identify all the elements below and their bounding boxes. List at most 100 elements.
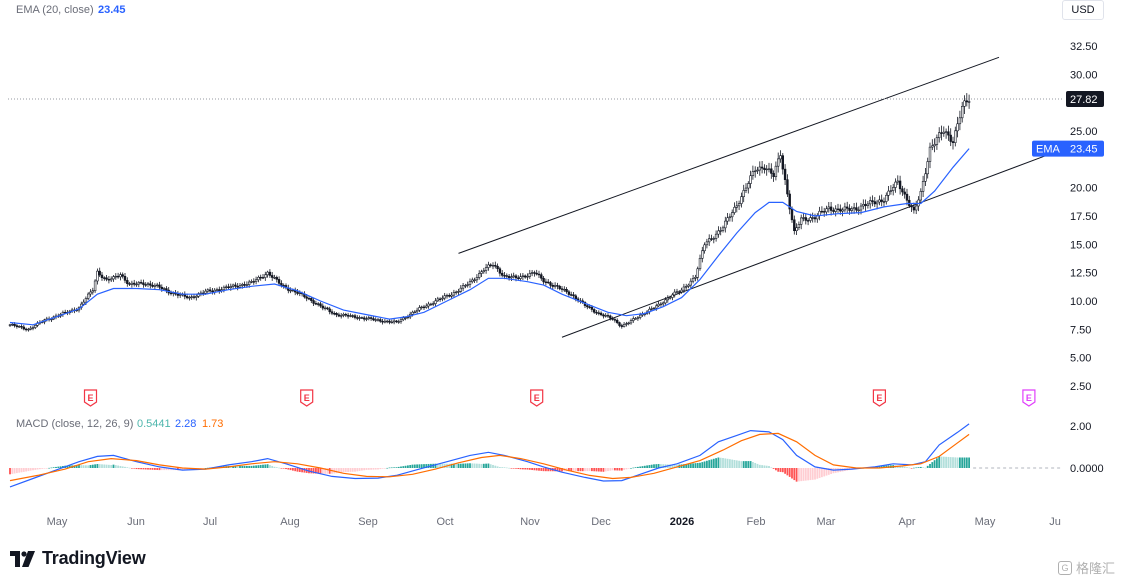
candle-body — [268, 271, 272, 276]
earnings-marker[interactable]: E — [300, 389, 314, 407]
histogram-bar — [906, 467, 908, 468]
candle-body — [954, 130, 957, 143]
ema-legend-label: EMA (20, close) — [16, 4, 94, 16]
histogram-bar — [411, 464, 414, 468]
candle-body — [261, 277, 265, 279]
histogram-bar — [377, 468, 379, 470]
histogram-bar — [404, 465, 407, 468]
time-axis[interactable]: May Jun Jul Aug Sep Oct Nov Dec 2026 Feb Mar Apr May… — [47, 516, 1061, 528]
candle-body — [965, 100, 969, 103]
candle-body — [905, 193, 909, 201]
histogram-bar — [940, 456, 943, 468]
tradingview-logo[interactable]: TradingView — [10, 548, 146, 569]
histogram-bar — [660, 464, 662, 468]
candle-body — [604, 315, 607, 317]
time-tick-label: Sep — [358, 516, 378, 528]
dividend-marker[interactable]: E — [1022, 389, 1036, 407]
histogram-bar — [476, 463, 478, 468]
histogram-bar — [317, 468, 320, 474]
price-axis[interactable]: 32.50 30.00 25.00 20.00 17.50 15.00 12.50 10.00… — [1070, 41, 1098, 393]
candle-body — [903, 191, 906, 195]
histogram-bar — [689, 463, 692, 468]
histogram-bar — [717, 457, 720, 468]
histogram-bar — [466, 463, 469, 468]
candle-body — [730, 212, 734, 218]
time-tick-label: May — [975, 516, 996, 528]
candle-body — [737, 203, 741, 207]
candle-body — [724, 220, 727, 229]
candle-body — [179, 294, 182, 296]
time-tick-label: Mar — [817, 516, 836, 528]
candle-body — [477, 273, 481, 278]
histogram-bar — [443, 463, 446, 468]
histogram-bar — [41, 468, 44, 469]
candle-body — [91, 290, 95, 293]
candle-body — [310, 298, 313, 301]
histogram-bar — [91, 464, 94, 468]
candle-body — [758, 166, 762, 171]
histogram-bar — [349, 468, 352, 472]
candle-body — [11, 323, 14, 326]
candle-body — [629, 320, 633, 324]
candle-body — [841, 209, 844, 212]
candle-body — [139, 282, 143, 284]
histogram-bar — [570, 468, 573, 472]
histogram-bar — [620, 468, 623, 471]
candle-body — [549, 282, 552, 286]
candle-body — [126, 280, 129, 284]
brand-name: TradingView — [42, 548, 146, 568]
price-tick-label: 10.00 — [1070, 296, 1098, 308]
histogram-bar — [768, 466, 770, 468]
candle-body — [252, 281, 255, 283]
candle-body — [349, 315, 352, 317]
candle-body — [726, 217, 729, 222]
histogram-bar — [420, 464, 423, 468]
candle-body — [452, 292, 456, 296]
candle-body — [942, 131, 946, 134]
candle-body — [144, 284, 147, 286]
candle-body — [337, 314, 341, 317]
histogram-bar — [915, 467, 918, 469]
candle-body — [689, 280, 693, 286]
histogram-bar — [614, 468, 616, 471]
macd-axis[interactable]: 2.00 0.0000 — [1070, 421, 1104, 475]
candle-body — [103, 277, 106, 279]
histogram-bar — [275, 467, 278, 468]
earnings-marker[interactable]: E — [83, 389, 98, 407]
candle-body — [958, 117, 962, 125]
histogram-bar — [722, 458, 724, 468]
histogram-bar — [657, 464, 660, 468]
currency-button[interactable]: USD — [1062, 0, 1104, 20]
histogram-bar — [821, 468, 823, 478]
histogram-bar — [147, 468, 149, 470]
candle-body — [351, 315, 354, 317]
histogram-bar — [593, 468, 596, 472]
histogram-bar — [933, 460, 936, 468]
candle-body — [192, 296, 196, 298]
histogram-bar — [121, 466, 124, 468]
candle-body — [87, 293, 90, 299]
candle-body — [820, 210, 824, 213]
histogram-bar — [535, 468, 538, 471]
candle-body — [326, 307, 329, 310]
candle-body — [450, 294, 453, 297]
candle-body — [471, 279, 474, 283]
candle-body — [128, 283, 131, 285]
candle-body — [188, 297, 191, 299]
earnings-marker[interactable]: E — [530, 389, 544, 407]
earnings-marker[interactable]: E — [872, 389, 886, 407]
candle-body — [388, 320, 391, 323]
histogram-bar — [39, 468, 41, 470]
price-channel[interactable] — [458, 56, 1046, 338]
candle-body — [705, 241, 709, 246]
histogram-bar — [600, 468, 602, 472]
histogram-bar — [409, 465, 412, 468]
candle-body — [438, 298, 442, 300]
macd-legend-signal: 1.73 — [202, 418, 223, 430]
histogram-bar — [68, 465, 71, 468]
histogram-bar — [965, 457, 968, 468]
histogram-bar — [266, 464, 269, 468]
candle-body — [804, 217, 808, 221]
